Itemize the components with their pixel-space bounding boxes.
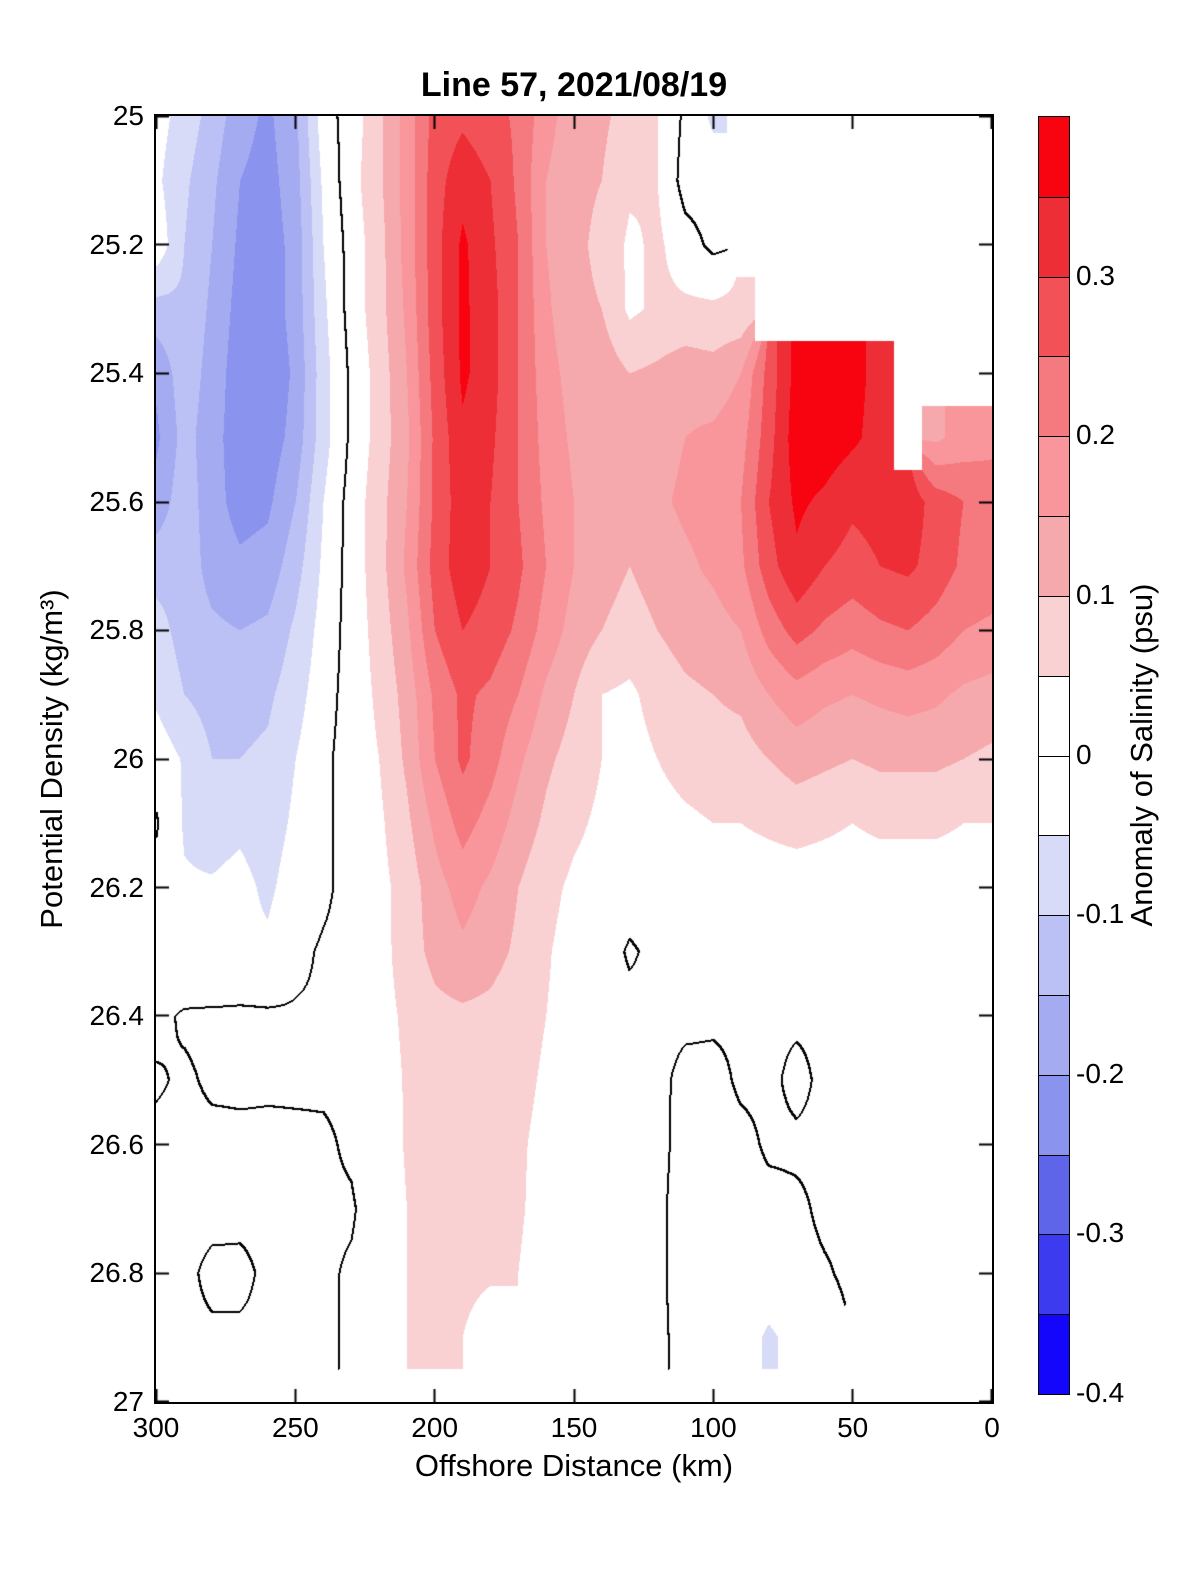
colorbar-tick-label--0.4: -0.4 — [1076, 1377, 1125, 1408]
colorbar-label: Anomaly of Salinity (psu) — [1124, 583, 1159, 927]
y-tick-label-27: 27 — [112, 1386, 144, 1417]
colorbar-tick-label--0.2: -0.2 — [1076, 1057, 1125, 1089]
contour-canvas — [156, 116, 992, 1402]
x-axis-label: Offshore Distance (km) — [414, 1448, 734, 1483]
y-tick-label-26.2: 26.2 — [89, 871, 145, 903]
colorbar-segment-0 — [1039, 117, 1069, 197]
y-tick-label-26.6: 26.6 — [89, 1128, 145, 1160]
y-tick-label-26.4: 26.4 — [89, 1000, 145, 1032]
colorbar-tick-label--0.3: -0.3 — [1076, 1217, 1125, 1249]
x-tick-label-100: 100 — [689, 1412, 737, 1443]
y-tick-label-26.8: 26.8 — [89, 1257, 145, 1289]
page-title: Line 57, 2021/08/19 — [420, 66, 728, 104]
x-tick-label-0: 0 — [984, 1412, 1000, 1443]
y-tick-label-25.4: 25.4 — [89, 357, 145, 389]
colorbar-segment-3 — [1039, 356, 1069, 437]
x-tick-label-300: 300 — [132, 1412, 180, 1443]
colorbar-tick-label-0.3: 0.3 — [1076, 259, 1115, 291]
colorbar-segment-10 — [1039, 915, 1069, 995]
x-tick-label-150: 150 — [550, 1412, 598, 1443]
y-tick-label-25: 25 — [112, 100, 144, 131]
x-tick-label-50: 50 — [837, 1412, 869, 1443]
colorbar-segment-14 — [1039, 1234, 1069, 1315]
colorbar-segment-11 — [1039, 994, 1069, 1075]
colorbar-segment-15 — [1039, 1314, 1069, 1394]
colorbar-segment-2 — [1039, 276, 1069, 357]
colorbar-segment-4 — [1039, 436, 1069, 517]
y-tick-label-25.6: 25.6 — [89, 485, 145, 517]
colorbar-segment-13 — [1039, 1154, 1069, 1235]
colorbar-tick-label-0: 0 — [1076, 738, 1092, 770]
colorbar-tick-label-0.1: 0.1 — [1076, 578, 1115, 610]
colorbar-tick-label--0.1: -0.1 — [1076, 898, 1125, 930]
x-axis-tick-labels: 300 250 200 150 100 50 0 — [0, 1412, 1200, 1446]
y-axis-tick-labels: 25 25.2 25.4 25.6 25.8 26 26.2 26.4 26.6 26.8 27 — [0, 0, 145, 1575]
x-tick-label-200: 200 — [411, 1412, 459, 1443]
x-tick-label-250: 250 — [271, 1412, 319, 1443]
plot-area — [154, 114, 994, 1404]
colorbar-segment-7 — [1039, 675, 1069, 756]
colorbar-segment-1 — [1039, 196, 1069, 277]
colorbar-tick-label-0.2: 0.2 — [1076, 419, 1115, 451]
y-tick-label-25.8: 25.8 — [89, 614, 145, 646]
y-tick-label-26: 26 — [112, 743, 144, 774]
colorbar-segment-9 — [1039, 835, 1069, 916]
y-tick-label-25.2: 25.2 — [89, 228, 145, 260]
colorbar-segment-8 — [1039, 755, 1069, 836]
colorbar-segment-5 — [1039, 516, 1069, 596]
colorbar-segment-12 — [1039, 1074, 1069, 1155]
colorbar-segment-6 — [1039, 595, 1069, 676]
colorbar — [1038, 116, 1070, 1395]
y-axis-label: Potential Density (kg/m³) — [34, 589, 69, 929]
